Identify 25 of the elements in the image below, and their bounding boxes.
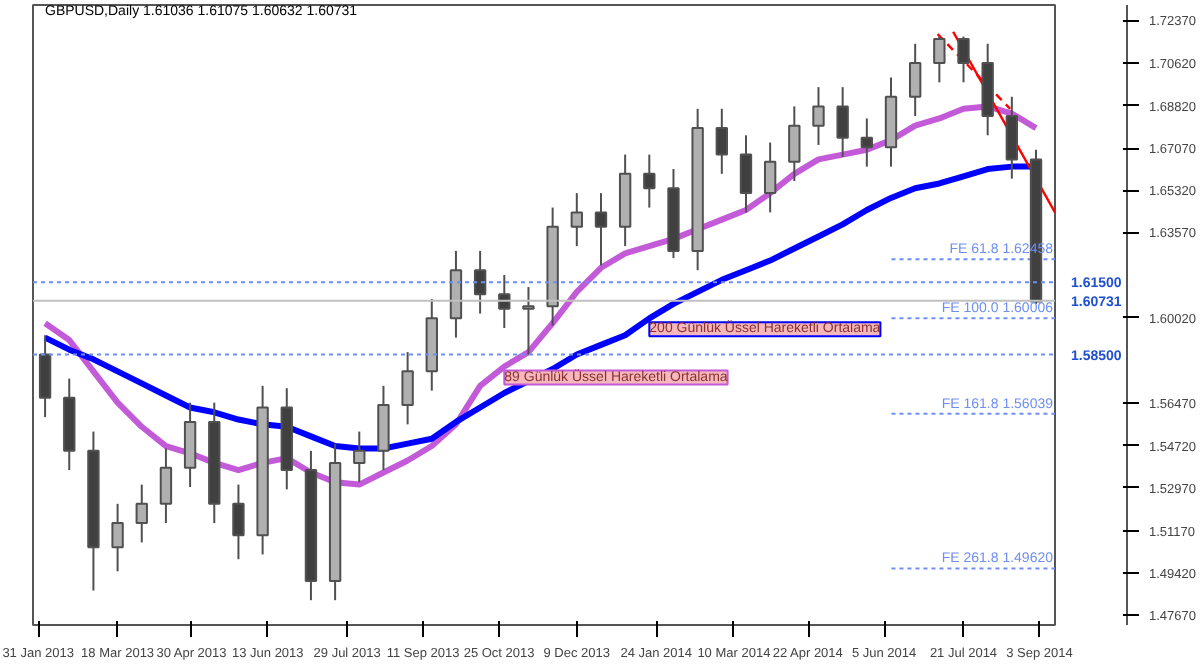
candlestick [763, 141, 777, 214]
candlestick [788, 105, 801, 183]
candlestick [111, 502, 124, 573]
candlestick [570, 192, 583, 248]
candlestick [594, 192, 608, 267]
candlestick [159, 447, 173, 525]
candlestick [812, 86, 825, 146]
candlestick [473, 249, 487, 315]
candlestick [933, 35, 946, 84]
candlestick [860, 117, 874, 168]
candlestick [135, 483, 148, 544]
candlestick [522, 286, 535, 356]
candlestick [836, 86, 849, 158]
candlestick [908, 42, 922, 118]
candlestick [643, 153, 656, 209]
candlestick [232, 483, 245, 561]
candlestick [38, 334, 52, 419]
candlestick [739, 134, 753, 214]
candlestick [1005, 95, 1019, 180]
candlestick [401, 351, 414, 426]
candlestick [183, 401, 197, 488]
candlestick [715, 107, 728, 175]
candlestick [957, 35, 970, 84]
candlestick [353, 430, 366, 484]
candlestick [377, 384, 390, 472]
